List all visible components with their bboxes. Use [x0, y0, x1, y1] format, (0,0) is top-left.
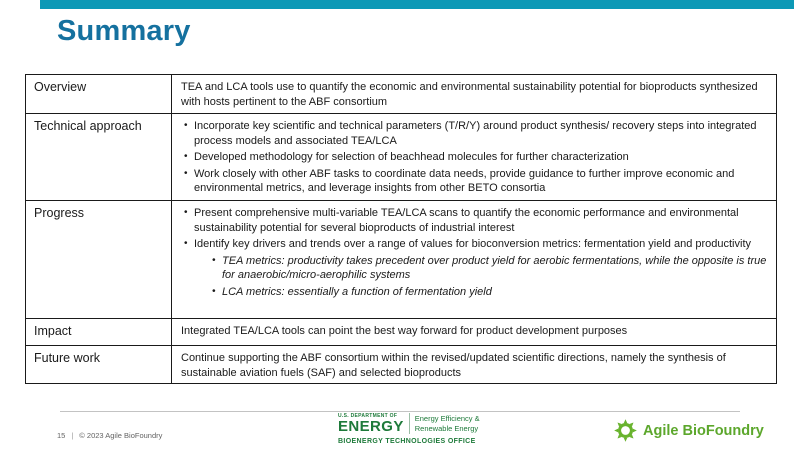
bullet-text: Work closely with other ABF tasks to coo… — [194, 167, 735, 195]
bullet-text: TEA metrics: productivity takes preceden… — [222, 254, 767, 282]
row-content: Continue supporting the ABF consortium w… — [171, 344, 777, 385]
row-label: Future work — [25, 344, 172, 385]
bullet-text: Incorporate key scientific and technical… — [194, 120, 757, 147]
summary-table: Overview TEA and LCA tools use to quantif… — [25, 74, 777, 385]
page-info: 15 | © 2023 Agile BioFoundry — [57, 431, 162, 440]
row-label: Impact — [25, 318, 172, 346]
page-title: Summary — [57, 15, 191, 47]
cell-text: Integrated TEA/LCA tools can point the b… — [181, 325, 628, 337]
doe-office-line-1: Energy Efficiency & — [414, 413, 480, 423]
bullet-item: • Present comprehensive multi-variable TE… — [181, 206, 767, 235]
bullet-text: Developed methodology for selection of b… — [194, 151, 629, 164]
bullet-item: • Incorporate key scientific and technica… — [181, 119, 767, 148]
abf-logo: Agile BioFoundry — [614, 419, 764, 442]
row-content: • Present comprehensive multi-variable TE… — [171, 200, 777, 319]
bullet-text: LCA metrics: essentially a function of f… — [222, 285, 492, 298]
bullet-marker-icon: • — [212, 285, 216, 297]
table-row: Technical approach • Incorporate key scien… — [25, 113, 777, 201]
bullet-text: Present comprehensive multi-variable TEA… — [194, 207, 739, 234]
cell-text: Continue supporting the ABF consortium w… — [181, 352, 726, 379]
top-accent-bar — [40, 0, 794, 9]
cell-text: TEA and LCA tools use to quantify the ec… — [181, 81, 758, 108]
copyright-text: © 2023 Agile BioFoundry — [79, 431, 163, 440]
table-row: Progress • Present comprehensive multi-var… — [25, 200, 777, 319]
bullet-marker-icon: • — [184, 120, 188, 131]
doe-energy-wordmark: ENERGY — [338, 418, 404, 435]
doe-wordmark: U.S. DEPARTMENT OF ENERGY — [338, 413, 404, 434]
doe-office-lines: Energy Efficiency & Renewable Energy — [415, 413, 480, 434]
row-content: Integrated TEA/LCA tools can point the b… — [171, 318, 777, 346]
bullet-marker-icon: • — [184, 167, 188, 179]
doe-logo: U.S. DEPARTMENT OF ENERGY Energy Efficie… — [338, 413, 480, 445]
footer-divider — [60, 411, 740, 412]
bullet-marker-icon: • — [212, 254, 216, 266]
bullet-item: • Work closely with other ABF tasks to co… — [181, 167, 767, 196]
doe-office-line-2: Renewable Energy — [414, 423, 479, 433]
bullet-item: • LCA metrics: essentially a function of … — [209, 285, 767, 300]
doe-department-line: U.S. DEPARTMENT OF — [338, 413, 398, 419]
bullet-text: Identify key drivers and trends over a r… — [194, 238, 751, 251]
row-content: TEA and LCA tools use to quantify the ec… — [171, 74, 777, 114]
table-row: Impact Integrated TEA/LCA tools can point… — [25, 318, 777, 346]
bullet-item: • Identify key drivers and trends over a … — [181, 237, 767, 252]
bullet-item: • Developed methodology for selection of … — [181, 150, 767, 165]
bullet-marker-icon: • — [184, 207, 188, 218]
row-label: Progress — [25, 200, 172, 319]
table-row: Overview TEA and LCA tools use to quantif… — [25, 74, 777, 114]
page-number: 15 — [57, 431, 66, 440]
table-row: Future work Continue supporting the ABF c… — [25, 344, 777, 385]
bullet-marker-icon: • — [184, 151, 188, 163]
row-label: Overview — [25, 74, 172, 114]
page-info-separator: | — [71, 431, 74, 440]
doe-beto-line: BIOENERGY TECHNOLOGIES OFFICE — [338, 438, 476, 445]
row-label: Technical approach — [25, 113, 172, 201]
bullet-item: • TEA metrics: productivity takes precede… — [209, 254, 767, 283]
bullet-marker-icon: • — [184, 238, 188, 250]
sun-gear-icon — [614, 419, 637, 442]
row-content: • Incorporate key scientific and technica… — [171, 113, 777, 201]
doe-logo-top: U.S. DEPARTMENT OF ENERGY Energy Efficie… — [338, 413, 480, 434]
abf-wordmark: Agile BioFoundry — [643, 422, 764, 439]
doe-logo-divider — [408, 413, 410, 434]
